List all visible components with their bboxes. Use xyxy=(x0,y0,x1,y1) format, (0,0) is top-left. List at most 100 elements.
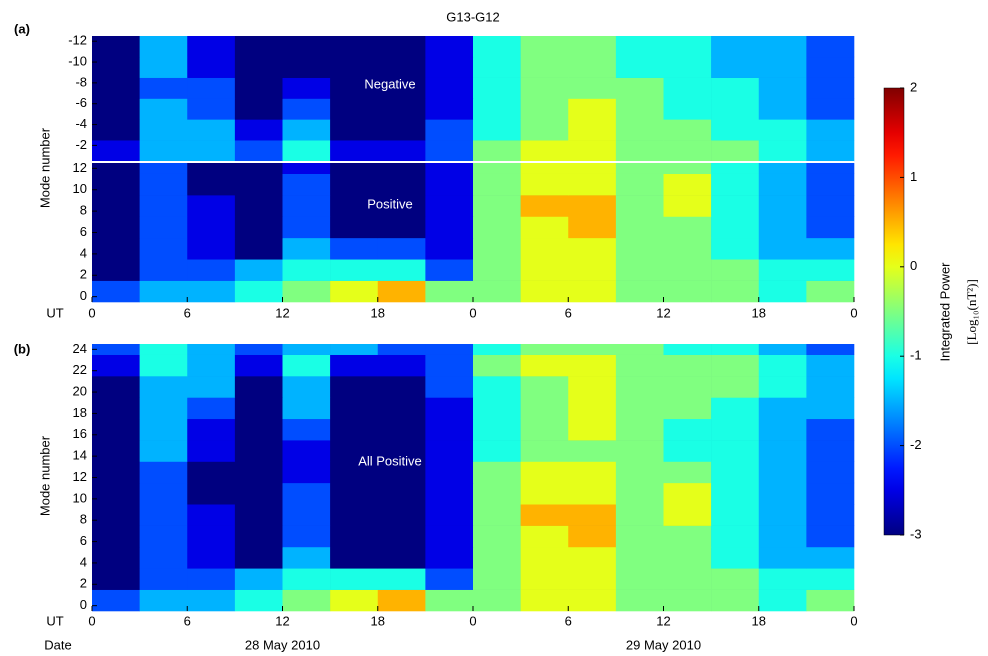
heatmap-cell xyxy=(92,98,140,120)
heatmap-cell xyxy=(139,461,188,484)
heatmap-cell xyxy=(758,56,807,78)
heatmap-cell xyxy=(806,163,855,174)
heatmap-cell xyxy=(425,461,474,484)
heatmap-cell xyxy=(92,376,140,398)
colorbar-tick-label: 1 xyxy=(910,169,917,184)
heatmap-cell xyxy=(473,140,521,162)
heatmap-cell xyxy=(568,77,617,99)
heatmap-cell xyxy=(282,216,331,239)
heatmap-cell xyxy=(282,589,331,612)
heatmap-cell xyxy=(663,173,712,196)
heatmap-cell xyxy=(92,546,140,569)
heatmap-cell xyxy=(282,163,331,174)
heatmap-cell xyxy=(425,354,474,377)
heatmap-cell xyxy=(234,280,283,303)
heatmap-cell xyxy=(377,280,426,303)
heatmap-cell xyxy=(187,546,236,569)
heatmap-cell xyxy=(473,173,521,196)
heatmap-cell xyxy=(806,216,855,239)
heatmap-cell xyxy=(711,195,760,217)
heatmap-cell xyxy=(711,163,760,174)
heatmap-cell xyxy=(377,482,426,505)
heatmap-cell xyxy=(758,98,807,120)
heatmap-cell xyxy=(568,589,617,612)
y-tick-label: 12 xyxy=(73,160,87,175)
heatmap-cell xyxy=(377,216,426,239)
heatmap-cell xyxy=(282,280,331,303)
heatmap-cell xyxy=(139,140,188,162)
heatmap-cell xyxy=(92,77,140,99)
heatmap-cell xyxy=(139,216,188,239)
heatmap-cell xyxy=(92,195,140,217)
panel-label: (a) xyxy=(14,21,30,36)
heatmap-cell xyxy=(234,568,283,590)
y-tick-label: 10 xyxy=(73,490,87,505)
heatmap-cell xyxy=(330,525,379,548)
heatmap-cell xyxy=(425,119,474,141)
heatmap-cell xyxy=(425,98,474,120)
heatmap-cell xyxy=(330,163,379,174)
heatmap-cell xyxy=(615,173,664,196)
heatmap-cell xyxy=(473,589,521,612)
heatmap-cell xyxy=(520,280,569,303)
y-tick-label: 14 xyxy=(73,448,87,463)
heatmap-cell xyxy=(234,525,283,548)
heatmap-cell xyxy=(568,280,617,303)
heatmap-cell xyxy=(758,440,807,462)
heatmap-cell xyxy=(615,77,664,99)
heatmap-cell xyxy=(568,36,617,58)
heatmap-cell xyxy=(282,98,331,120)
heatmap-cell xyxy=(425,482,474,505)
heatmap-cell xyxy=(139,397,188,420)
heatmap-cell xyxy=(187,216,236,239)
heatmap-cell xyxy=(758,376,807,398)
heatmap-cell xyxy=(473,259,521,281)
heatmap-cell xyxy=(615,36,664,58)
heatmap-cell xyxy=(282,354,331,377)
heatmap-cell xyxy=(711,440,760,462)
heatmap-cell xyxy=(711,173,760,196)
heatmap-cell xyxy=(711,237,760,260)
heatmap-cell xyxy=(282,418,331,441)
heatmap-cell xyxy=(806,98,855,120)
y-tick-label: 2 xyxy=(80,267,87,282)
colorbar-tick-label: -3 xyxy=(910,526,922,541)
heatmap-cell xyxy=(330,440,379,462)
heatmap-cell xyxy=(282,119,331,141)
heatmap-cell xyxy=(330,376,379,398)
heatmap-cell xyxy=(520,77,569,99)
heatmap-cell xyxy=(711,56,760,78)
heatmap-cell xyxy=(520,461,569,484)
heatmap-cell xyxy=(234,36,283,58)
heatmap-cell xyxy=(234,546,283,569)
y-tick-label: 18 xyxy=(73,405,87,420)
heatmap-cell xyxy=(234,77,283,99)
x-tick-label: 6 xyxy=(184,613,191,628)
heatmap-cell xyxy=(568,482,617,505)
heatmap-cell xyxy=(187,98,236,120)
heatmap-cell xyxy=(330,36,379,58)
heatmap-cell xyxy=(139,546,188,569)
heatmap-cell xyxy=(92,119,140,141)
heatmap-cell xyxy=(520,173,569,196)
heatmap-cell xyxy=(234,163,283,174)
heatmap-cell xyxy=(92,56,140,78)
heatmap-cell xyxy=(139,589,188,612)
heatmap-cell xyxy=(187,280,236,303)
y-axis-label: Mode number xyxy=(37,127,52,208)
heatmap-cell xyxy=(139,259,188,281)
heatmap-cell xyxy=(663,140,712,162)
heatmap-cell xyxy=(663,237,712,260)
heatmap-cell xyxy=(568,440,617,462)
heatmap-cell xyxy=(663,589,712,612)
heatmap-cell xyxy=(568,56,617,78)
heatmap-cell xyxy=(187,418,236,441)
heatmap-cell xyxy=(758,344,807,355)
heatmap-cell xyxy=(425,56,474,78)
heatmap-cell xyxy=(330,216,379,239)
heatmap-cell xyxy=(234,216,283,239)
heatmap-cell xyxy=(377,237,426,260)
date-label: 29 May 2010 xyxy=(626,637,701,652)
y-tick-label: 2 xyxy=(80,576,87,591)
